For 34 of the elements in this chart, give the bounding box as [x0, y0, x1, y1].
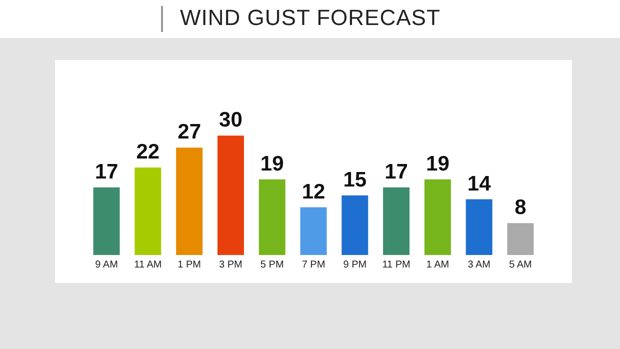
- data-label: 27: [178, 120, 201, 144]
- bar: [217, 136, 244, 255]
- x-tick-label: 5 AM: [509, 260, 532, 270]
- data-label: 30: [219, 108, 242, 132]
- bar: [507, 223, 534, 255]
- data-label: 19: [426, 152, 450, 176]
- bar: [93, 187, 120, 255]
- data-label: 15: [343, 168, 367, 192]
- x-tick-label: 1 PM: [178, 260, 201, 270]
- x-tick-label: 3 AM: [468, 260, 490, 270]
- x-tick-label: 3 PM: [219, 260, 242, 270]
- bar: [176, 148, 203, 255]
- data-label: 12: [302, 180, 326, 204]
- x-tick-label: 9 AM: [95, 260, 118, 270]
- bar: [342, 195, 368, 255]
- data-label: 22: [136, 140, 160, 164]
- bar: [424, 179, 451, 255]
- data-label: 19: [260, 152, 284, 176]
- data-label: 17: [384, 160, 408, 184]
- chart-title: WIND GUST FORECAST: [180, 5, 440, 31]
- bar: [134, 167, 162, 255]
- bar: [300, 207, 327, 255]
- bar: [466, 199, 492, 255]
- data-label: 14: [467, 172, 492, 196]
- x-tick-label: 7 PM: [302, 260, 326, 270]
- bar: [383, 187, 410, 255]
- x-tick-label: 11 AM: [134, 260, 162, 270]
- x-tick-label: 1 AM: [426, 260, 450, 270]
- data-label: 17: [94, 160, 118, 184]
- x-tick-label: 5 PM: [260, 260, 284, 270]
- data-label: 8: [514, 196, 527, 220]
- bar: [258, 179, 286, 255]
- x-tick-label: 11 PM: [382, 260, 410, 270]
- x-tick-label: 9 PM: [343, 260, 367, 270]
